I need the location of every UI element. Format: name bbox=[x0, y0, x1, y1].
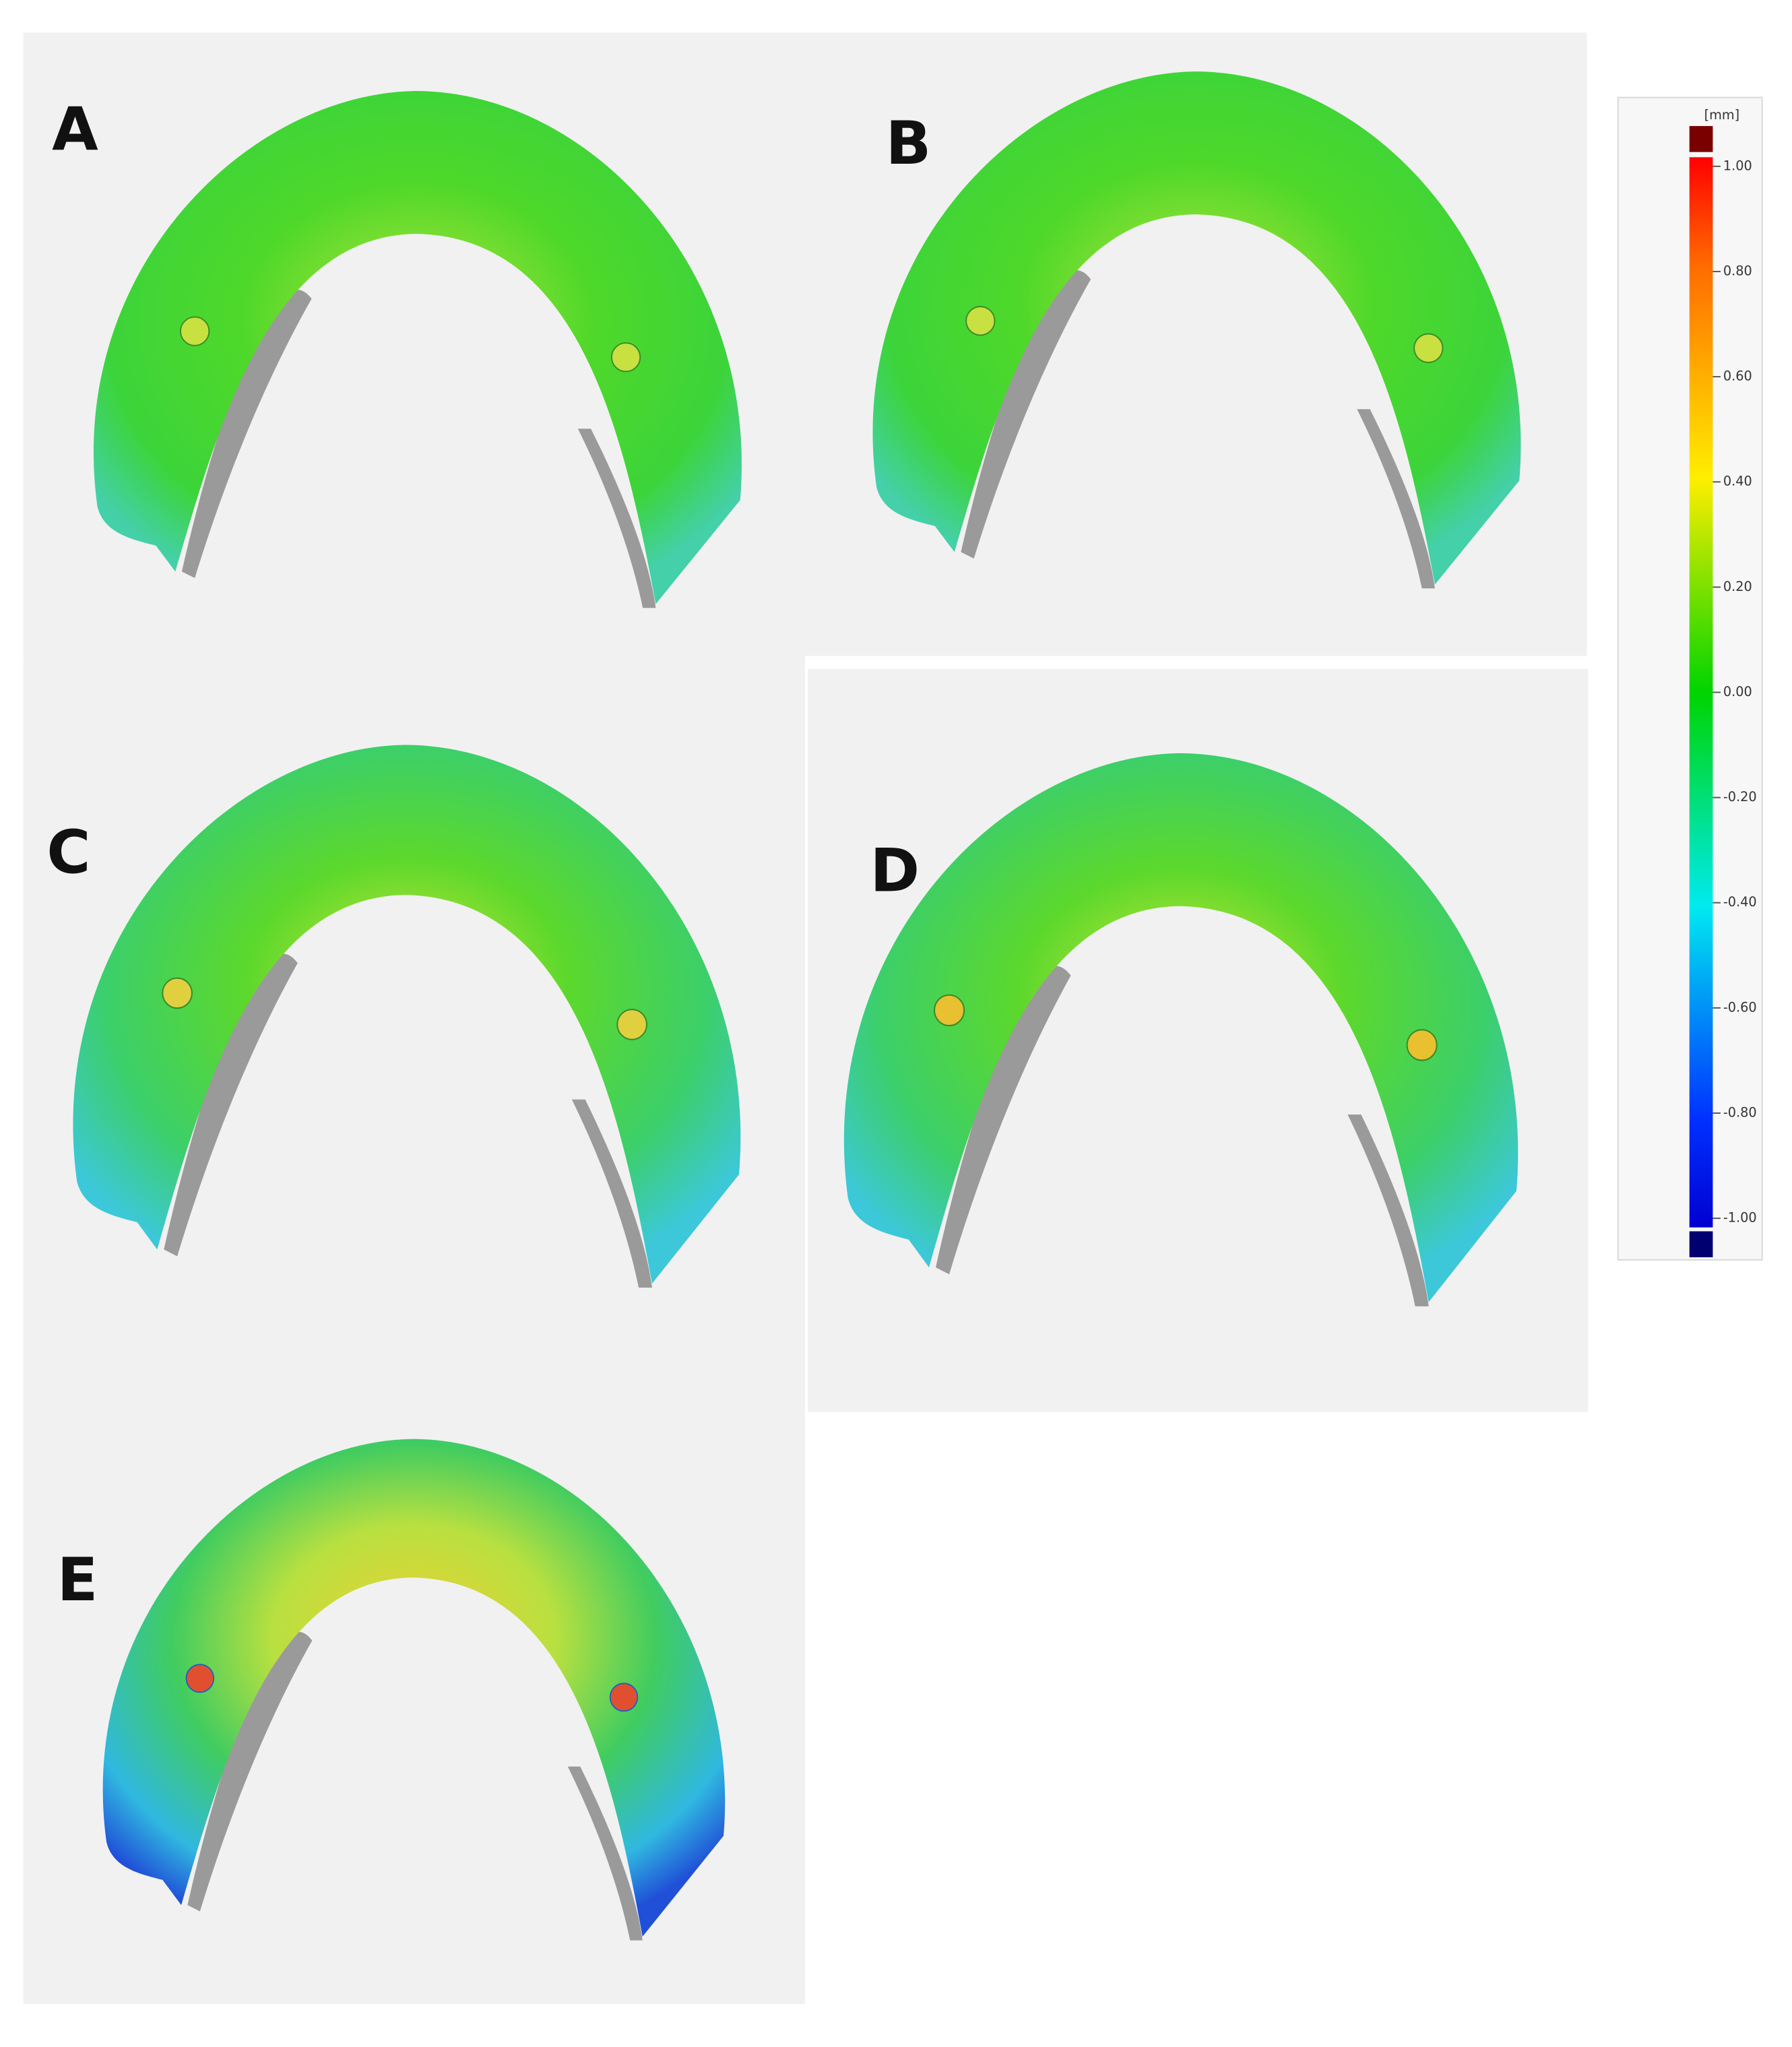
colorbar-tick-label: -0.20 bbox=[1723, 789, 1757, 805]
scan-e bbox=[102, 1439, 726, 1941]
scan-c bbox=[73, 745, 741, 1288]
colorbar-tick-label: -1.00 bbox=[1723, 1210, 1757, 1226]
colorbar-tick-label: 1.00 bbox=[1723, 158, 1752, 173]
colorbar-tick-label: 0.40 bbox=[1723, 474, 1752, 489]
colorbar-tick-label: 0.00 bbox=[1723, 684, 1752, 699]
scan-a bbox=[93, 91, 742, 608]
over-swatch bbox=[1689, 126, 1713, 152]
colorbar-tick-label: 0.60 bbox=[1723, 369, 1752, 384]
under-swatch bbox=[1689, 1231, 1713, 1257]
colorbar-gradient bbox=[1689, 157, 1713, 1228]
colorbar-unit: [mm] bbox=[1704, 107, 1740, 123]
panel-label: D bbox=[870, 836, 920, 905]
panel-label: A bbox=[52, 94, 98, 164]
colorbar: [mm] 1.00 0.80 0.60 0.40 0.20 0.00 -0.20 -0.40 -… bbox=[1617, 96, 1763, 1261]
colorbar-tick-label: 0.80 bbox=[1723, 263, 1752, 278]
colorbar-tick-label: 0.20 bbox=[1723, 579, 1752, 594]
panel-label: E bbox=[57, 1545, 98, 1614]
colorbar-tick-label: -0.60 bbox=[1723, 999, 1757, 1015]
scan-d bbox=[843, 753, 1518, 1306]
panel-label: B bbox=[886, 108, 932, 178]
colorbar-tick-label: -0.40 bbox=[1723, 894, 1757, 910]
scan-b bbox=[872, 71, 1521, 589]
panel-label: C bbox=[46, 817, 90, 887]
colorbar-tick-label: -0.80 bbox=[1723, 1105, 1757, 1121]
